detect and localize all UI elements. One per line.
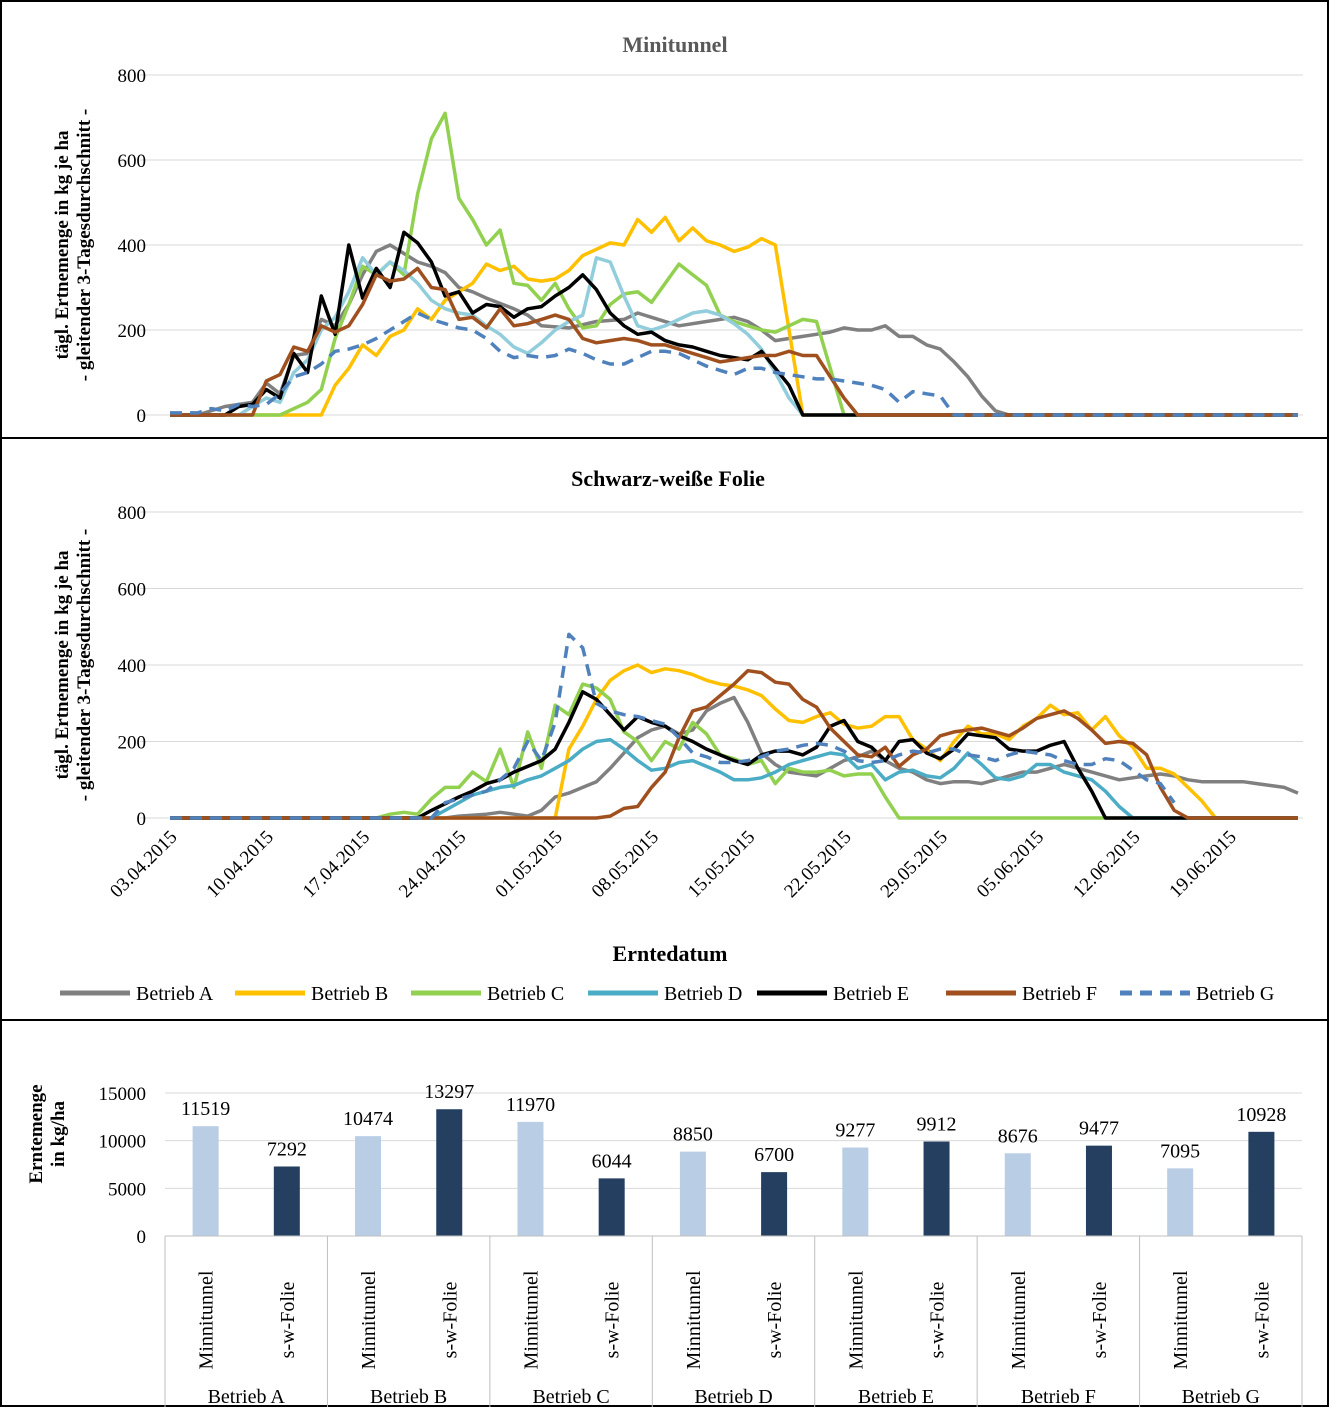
y-axis-label: tägl. Ertnemenge in kg je ha xyxy=(52,130,73,360)
legend-label: Betrieb D xyxy=(664,983,742,1005)
y-tick-label: 200 xyxy=(118,733,147,754)
bar xyxy=(1004,1153,1031,1236)
y-tick-label: 400 xyxy=(118,236,147,257)
bar-value-label: 9912 xyxy=(917,1114,957,1136)
y-tick-label: 200 xyxy=(118,321,147,342)
group-label: Betrieb B xyxy=(370,1386,447,1407)
bar-value-label: 7095 xyxy=(1160,1140,1200,1162)
group-label: Betrieb A xyxy=(208,1386,286,1407)
bar-value-label: 10474 xyxy=(343,1108,393,1130)
bar-sublabel: s-w-Folie xyxy=(602,1282,624,1359)
y-ticks: 0 200 400 600 800 xyxy=(118,66,147,427)
bar-value-label: 8676 xyxy=(998,1125,1038,1147)
bar-value-label: 11519 xyxy=(181,1098,230,1120)
bar xyxy=(436,1109,463,1236)
legend-label: Betrieb G xyxy=(1196,983,1274,1005)
y-axis-label-2: in kg/ha xyxy=(48,1100,69,1167)
bar xyxy=(192,1126,219,1236)
y-tick-label: 600 xyxy=(118,580,147,601)
bar-sublabel: Minnitunnel xyxy=(1170,1270,1192,1369)
legend: Betrieb A Betrieb B Betrieb C Betrieb D Betr… xyxy=(60,983,1274,1005)
series-line-betrieb-d xyxy=(170,737,1298,820)
y-axis-label: Erntemenge xyxy=(26,1084,47,1183)
bar-value-label: 10928 xyxy=(1236,1104,1286,1126)
gridlines xyxy=(165,1092,1302,1189)
bar-sublabel: s-w-Folie xyxy=(277,1282,299,1359)
bar xyxy=(679,1151,706,1236)
bar-sublabel: Minnitunnel xyxy=(845,1270,867,1369)
group-label: Betrieb C xyxy=(532,1386,609,1407)
y-axis-label: tägl. Ertnemenge in kg je ha xyxy=(52,550,73,780)
series-line-betrieb-g xyxy=(170,311,1298,417)
bar-sublabel: Minnitunnel xyxy=(196,1270,218,1369)
series-line-betrieb-c xyxy=(170,682,1298,820)
bar xyxy=(355,1136,382,1236)
y-tick-label: 10000 xyxy=(99,1132,147,1153)
bar xyxy=(761,1172,788,1236)
y-tick-label: 0 xyxy=(137,1227,147,1248)
legend-label: Betrieb B xyxy=(311,983,388,1005)
bar-sublabel: s-w-Folie xyxy=(1251,1282,1273,1359)
y-axis-label-2: - gleitender 3-Tagesdurchschnitt - xyxy=(74,529,95,802)
legend-label: Betrieb A xyxy=(136,983,214,1005)
y-tick-label: 5000 xyxy=(108,1179,146,1200)
legend-label: Betrieb E xyxy=(833,983,909,1005)
bar-sublabel: Minnitunnel xyxy=(358,1270,380,1369)
series-line-betrieb-b xyxy=(170,663,1298,820)
y-tick-label: 400 xyxy=(118,656,147,677)
series-line-betrieb-g xyxy=(170,632,1176,820)
y-ticks: 0 200 400 600 800 xyxy=(118,503,147,830)
category-axis: Minnitunnel s-w-Folie Betrieb A Minnitunnel… xyxy=(164,1235,1303,1407)
group-label: Betrieb F xyxy=(1021,1386,1096,1407)
bar-value-label: 13297 xyxy=(424,1081,474,1103)
series-lines xyxy=(170,111,1298,417)
series-line-betrieb-b xyxy=(170,215,1298,417)
bar xyxy=(842,1147,869,1236)
bar-value-label: 6700 xyxy=(754,1144,794,1166)
group-label: Betrieb E xyxy=(858,1386,934,1407)
bar-sublabel: s-w-Folie xyxy=(927,1282,949,1359)
chart-erntemenge-bars: Erntemenge in kg/ha 0 5000 10000 15000 1151… xyxy=(26,1081,1303,1407)
bar xyxy=(1248,1131,1275,1236)
group-label: Betrieb G xyxy=(1182,1386,1260,1407)
bar-value-label: 8850 xyxy=(673,1124,713,1146)
bar-value-label: 7292 xyxy=(267,1138,307,1160)
bar-sublabel: Minnitunnel xyxy=(520,1270,542,1369)
chart-title: Minitunnel xyxy=(622,32,727,57)
y-axis-label-2: - gleitender 3-Tagesdurchschnitt - xyxy=(74,109,95,382)
bar-sublabel: Minnitunnel xyxy=(1008,1270,1030,1369)
bar xyxy=(1085,1145,1112,1236)
y-tick-label: 0 xyxy=(137,406,147,427)
bar xyxy=(517,1121,544,1236)
bar xyxy=(273,1166,300,1236)
legend-label: Betrieb C xyxy=(487,983,564,1005)
legend-label: Betrieb F xyxy=(1022,983,1097,1005)
y-tick-label: 600 xyxy=(118,151,147,172)
y-ticks: 0 5000 10000 15000 xyxy=(99,1084,147,1248)
bar-value-label: 9277 xyxy=(835,1120,875,1142)
bar xyxy=(598,1178,625,1236)
y-tick-label: 800 xyxy=(118,503,147,524)
chart-minitunnel: Minitunnel tägl. Ertnemenge in kg je ha … xyxy=(52,32,1303,427)
bar-sublabel: Minnitunnel xyxy=(683,1270,705,1369)
bars: 11519 7292 10474 13297 11970 6044 8850 6700 9277… xyxy=(181,1081,1286,1236)
y-tick-label: 800 xyxy=(118,66,147,87)
chart-title: Schwarz-weiße Folie xyxy=(571,466,765,491)
group-label: Betrieb D xyxy=(694,1386,772,1407)
series-line-betrieb-f xyxy=(170,266,1298,417)
bar-sublabel: s-w-Folie xyxy=(764,1282,786,1359)
bar xyxy=(923,1141,950,1236)
series-line-betrieb-e xyxy=(170,230,1298,417)
bar-sublabel: s-w-Folie xyxy=(439,1282,461,1359)
bar xyxy=(1167,1168,1194,1236)
x-axis-label: Erntedatum xyxy=(613,941,728,966)
bar-value-label: 11970 xyxy=(506,1094,555,1116)
y-tick-label: 0 xyxy=(137,809,147,830)
bar-sublabel: s-w-Folie xyxy=(1089,1282,1111,1359)
bar-value-label: 9477 xyxy=(1079,1118,1119,1140)
y-tick-label: 15000 xyxy=(99,1084,147,1105)
series-lines xyxy=(170,632,1299,820)
bar-value-label: 6044 xyxy=(592,1150,632,1172)
